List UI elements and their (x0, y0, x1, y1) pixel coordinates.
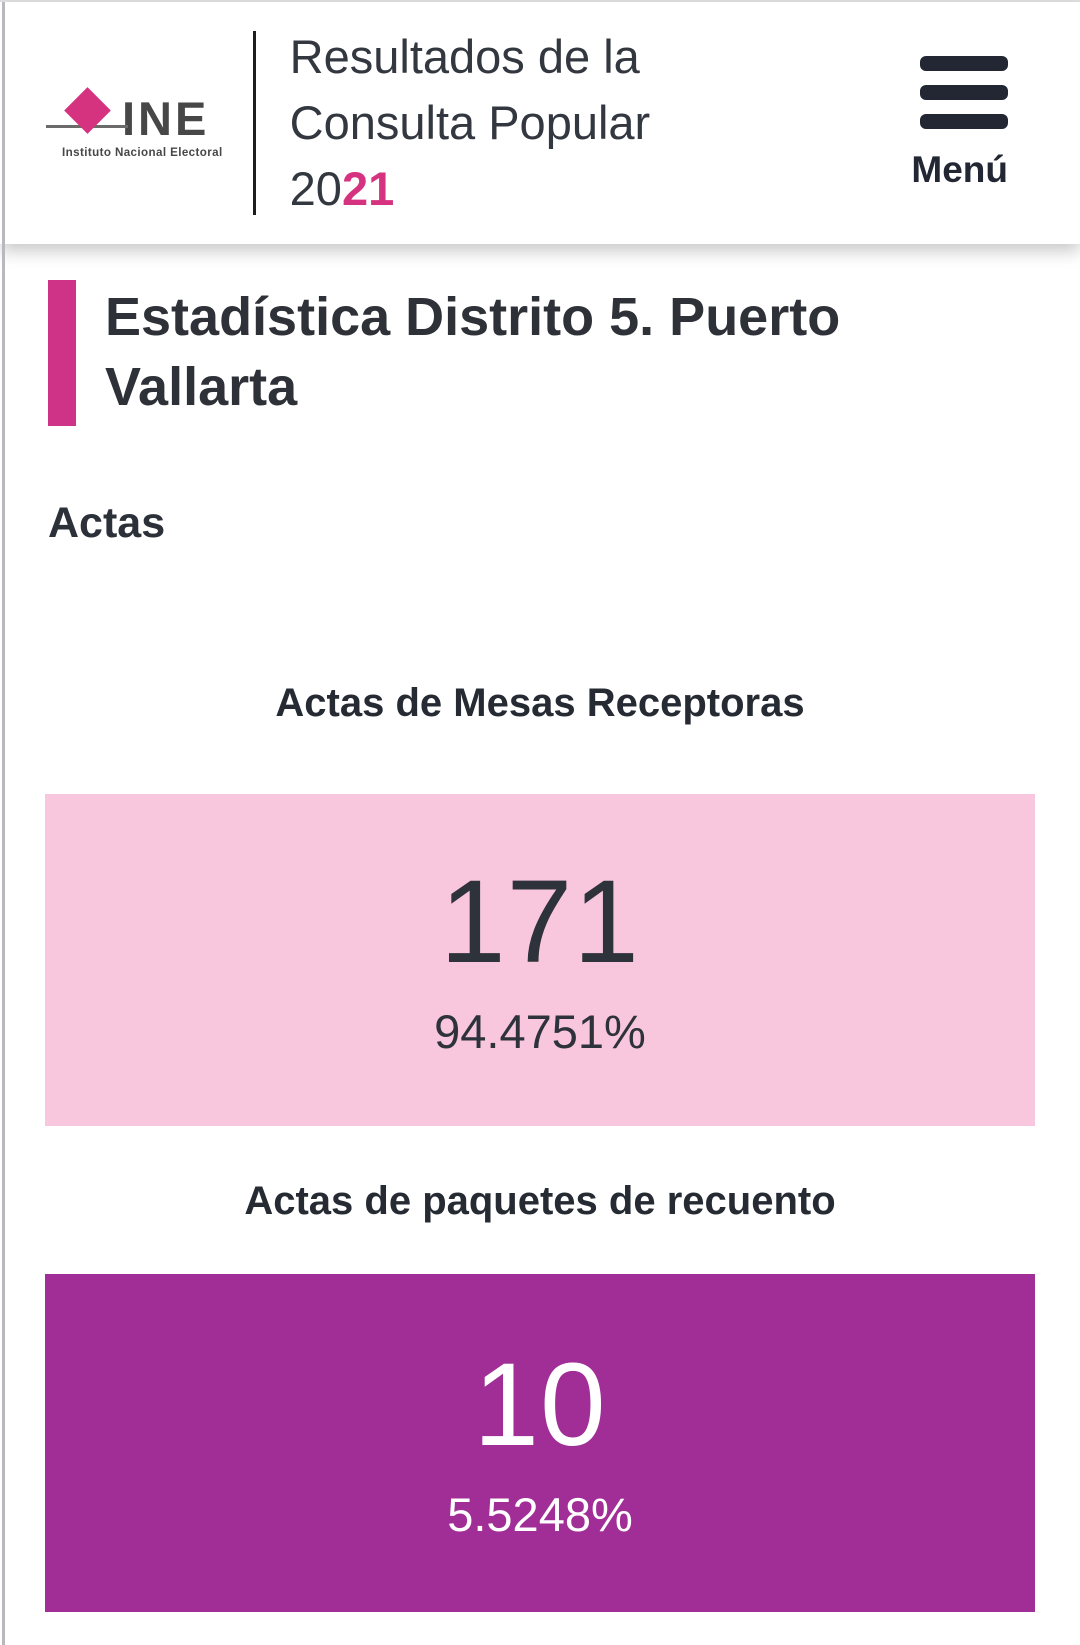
menu-button[interactable]: Menú (911, 55, 1008, 191)
menu-label: Menú (911, 148, 1008, 190)
site-title-year: 2021 (290, 156, 651, 222)
stat-value: 171 (440, 855, 640, 988)
app-header: INE Instituto Nacional Electoral Resulta… (0, 2, 1080, 244)
site-title-year-suffix: 21 (341, 162, 395, 215)
site-title: Resultados de la Consulta Popular 2021 (290, 24, 651, 222)
page-title-accent-bar (48, 280, 76, 426)
stat-percent: 5.5248% (447, 1488, 633, 1542)
stat-card-paquetes-recuento: 10 5.5248% (45, 1274, 1035, 1612)
site-title-line1: Resultados de la (289, 30, 640, 83)
site-title-line2: Consulta Popular (289, 96, 651, 149)
site-title-year-prefix: 20 (289, 162, 342, 215)
hamburger-bar (920, 55, 1008, 71)
ine-logo-top: INE (46, 87, 210, 146)
card-heading-mesas-receptoras: Actas de Mesas Receptoras (275, 681, 805, 725)
ine-logo-brand-text: INE (122, 92, 210, 146)
hamburger-bar (920, 84, 1008, 100)
stat-percent: 94.4751% (434, 1005, 646, 1059)
ine-ballot-diamond-icon (46, 87, 128, 139)
page-title-row: Estadística Distrito 5. Puerto Vallarta (48, 280, 1032, 426)
header-divider (252, 31, 256, 215)
hamburger-icon (920, 55, 1008, 129)
screen-edge-line (2, 2, 5, 1645)
stat-value: 10 (473, 1338, 607, 1471)
page-title: Estadística Distrito 5. Puerto Vallarta (105, 287, 841, 417)
hamburger-bar (920, 113, 1008, 129)
section-heading-actas: Actas (48, 499, 166, 547)
ine-logo: INE Instituto Nacional Electoral (46, 87, 223, 159)
ine-logo-caption: Instituto Nacional Electoral (62, 146, 223, 159)
main-content: Estadística Distrito 5. Puerto Vallarta … (0, 244, 1080, 1612)
card-heading-paquetes-recuento: Actas de paquetes de recuento (244, 1179, 836, 1223)
stat-card-mesas-receptoras: 171 94.4751% (45, 794, 1035, 1126)
